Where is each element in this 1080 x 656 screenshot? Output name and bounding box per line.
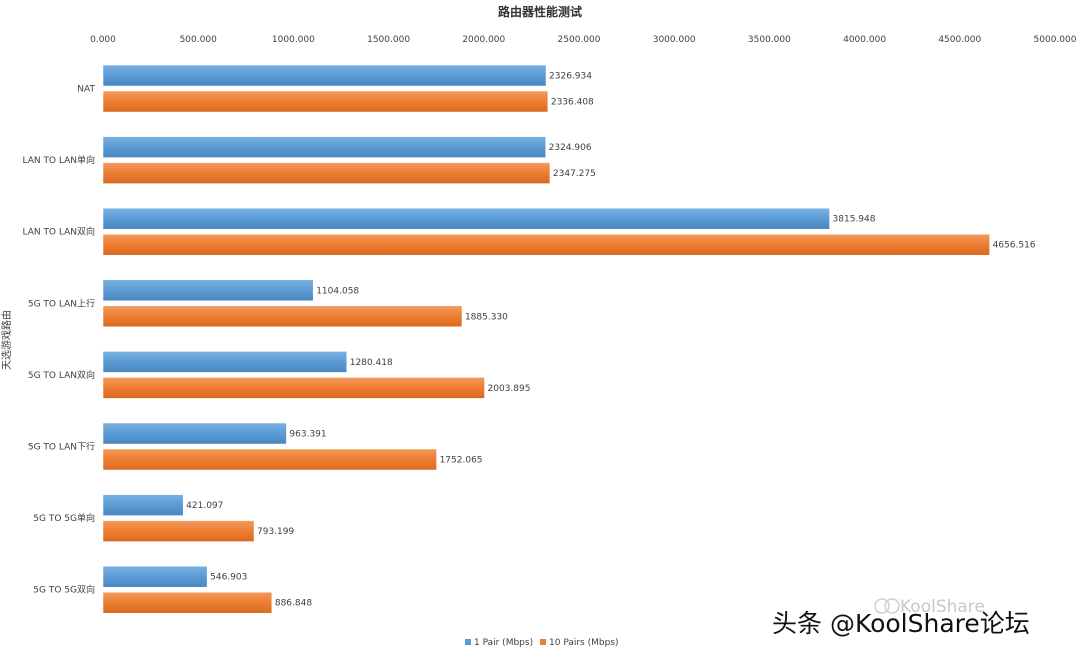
y-axis-label: 天选游戏路由 (0, 310, 13, 370)
x-tick-label: 500.000 (180, 35, 217, 45)
x-tick-label: 0.000 (90, 35, 116, 45)
value-label: 2347.275 (553, 169, 596, 179)
x-tick-label: 3000.000 (653, 35, 696, 45)
value-label: 1104.058 (316, 286, 359, 296)
x-tick-label: 4000.000 (843, 35, 886, 45)
bar-10-pairs (102, 90, 549, 113)
bar-10-pairs (102, 377, 485, 399)
value-label: 421.097 (186, 501, 223, 511)
chart-title: 路由器性能测试 (498, 4, 582, 19)
category-label: 5G TO 5G双向 (33, 584, 95, 596)
value-label: 2336.408 (551, 98, 594, 108)
category-label: LAN TO LAN双向 (22, 226, 95, 238)
watermark-text: 头条 @KoolShare论坛 (772, 609, 1030, 638)
x-tick-label: 3500.000 (748, 35, 791, 45)
data-labels: 2326.934 2336.408 2324.906 2347.275 3815.948… (186, 72, 1036, 609)
value-label: 2326.934 (549, 72, 592, 82)
value-label: 1280.418 (350, 358, 393, 368)
bar-1-pair (102, 136, 546, 158)
value-label: 1752.065 (440, 456, 483, 466)
x-tick-label: 1000.000 (272, 35, 315, 45)
x-tick-label: 5000.000 (1034, 35, 1077, 45)
x-tick-label: 1500.000 (367, 35, 410, 45)
category-label: 5G TO 5G单向 (33, 512, 95, 524)
value-label: 793.199 (257, 527, 294, 537)
value-label: 2003.895 (488, 384, 531, 394)
watermark: KoolShare 头条 @KoolShare论坛 (772, 597, 1030, 638)
value-label: 1885.330 (465, 312, 508, 322)
category-label: 5G TO LAN下行 (28, 441, 95, 453)
value-label: 4656.516 (993, 241, 1036, 251)
category-label: LAN TO LAN单向 (22, 154, 95, 166)
value-label: 546.903 (210, 573, 247, 583)
legend-label: 10 Pairs (Mbps) (549, 638, 619, 648)
bar-10-pairs (102, 162, 551, 184)
value-label: 886.848 (275, 599, 312, 609)
x-axis-ticks: 0.000 500.000 1000.000 1500.000 2000.000 2500… (90, 35, 1077, 45)
bar-1-pair (102, 207, 830, 230)
bar-1-pair (102, 565, 208, 588)
legend-swatch-10-pairs (540, 639, 546, 645)
bar-10-pairs (102, 448, 437, 471)
value-label: 2324.906 (549, 143, 592, 153)
bar-1-pair (102, 351, 348, 373)
bar-1-pair (102, 494, 184, 516)
category-label: 5G TO LAN双向 (28, 369, 95, 381)
watermark-faint-text: KoolShare (900, 597, 985, 617)
x-tick-label: 2500.000 (558, 35, 601, 45)
x-tick-label: 2000.000 (462, 35, 505, 45)
category-labels: NAT LAN TO LAN单向 LAN TO LAN双向 5G TO LAN上行 5G… (22, 85, 95, 596)
bar-10-pairs (102, 591, 273, 614)
x-tick-label: 4500.000 (938, 35, 981, 45)
legend-label: 1 Pair (Mbps) (474, 638, 533, 648)
bar-1-pair (102, 422, 287, 445)
bars (102, 64, 990, 614)
bar-10-pairs (102, 520, 255, 542)
legend-swatch-1-pair (465, 639, 471, 645)
bar-10-pairs (102, 305, 463, 328)
category-label: NAT (77, 85, 95, 95)
category-label: 5G TO LAN上行 (28, 297, 95, 309)
legend: 1 Pair (Mbps) 10 Pairs (Mbps) (465, 638, 619, 648)
bar-1-pair (102, 279, 314, 302)
value-label: 3815.948 (833, 215, 876, 225)
bar-1-pair (102, 64, 547, 87)
watermark-logo-icon (874, 598, 900, 614)
bar-10-pairs (102, 233, 990, 256)
value-label: 963.391 (289, 430, 326, 440)
